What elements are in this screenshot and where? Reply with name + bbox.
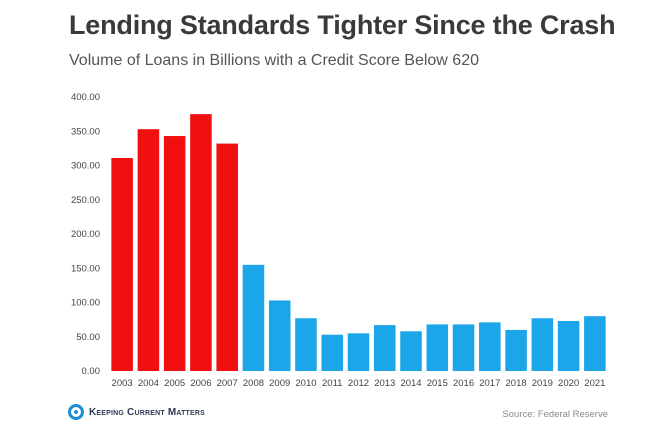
y-tick-label: 200.00	[71, 229, 100, 240]
x-tick-label: 2008	[243, 378, 264, 389]
bar-2021	[584, 316, 606, 371]
y-tick-label: 300.00	[71, 161, 100, 172]
x-tick-label: 2006	[190, 378, 211, 389]
y-tick-label: 400.00	[71, 92, 100, 103]
x-tick-label: 2007	[217, 378, 238, 389]
y-tick-label: 100.00	[71, 298, 100, 309]
brand-logo: Keeping Current Matters	[68, 404, 205, 420]
bar-2018	[505, 329, 527, 371]
x-tick-label: 2014	[400, 378, 421, 389]
bar-2008	[242, 264, 265, 371]
x-tick-label: 2017	[479, 378, 500, 389]
bar-2016	[452, 324, 475, 371]
x-tick-label: 2005	[164, 378, 185, 389]
y-tick-label: 50.00	[76, 332, 100, 343]
bar-2007	[216, 143, 238, 371]
x-tick-label: 2010	[295, 378, 316, 389]
chart-subtitle: Volume of Loans in Billions with a Credi…	[69, 52, 479, 69]
x-tick-label: 2011	[322, 378, 342, 389]
bar-2011	[321, 334, 344, 371]
bar-2014	[400, 331, 422, 371]
bar-2005	[163, 136, 186, 371]
x-tick-label: 2009	[269, 378, 290, 389]
x-tick-label: 2018	[506, 378, 527, 389]
x-tick-label: 2013	[374, 378, 395, 389]
y-tick-label: 150.00	[71, 263, 100, 274]
x-tick-label: 2015	[427, 378, 448, 389]
x-tick-label: 2020	[558, 378, 579, 389]
bar-2019	[531, 318, 554, 371]
kcm-logo-icon	[68, 404, 84, 420]
bar-2013	[374, 325, 396, 371]
brand-name: Keeping Current Matters	[89, 406, 206, 418]
x-tick-label: 2016	[453, 378, 474, 389]
x-tick-label: 2019	[532, 378, 553, 389]
x-tick-label: 2004	[138, 378, 159, 389]
chart-title: Lending Standards Tighter Since the Cras…	[69, 10, 616, 40]
bar-2012	[347, 333, 370, 371]
bar-2020	[557, 321, 580, 371]
bar-2004	[137, 129, 160, 371]
bar-2010	[295, 318, 317, 371]
source-note: Source: Federal Reserve	[502, 409, 608, 420]
y-tick-label: 350.00	[71, 126, 100, 137]
bar-2006	[190, 114, 212, 372]
bar-2009	[268, 300, 291, 371]
y-tick-label: 0.00	[82, 366, 101, 377]
x-tick-label: 2003	[112, 378, 133, 389]
bar-2003	[111, 157, 133, 371]
y-tick-label: 250.00	[71, 195, 100, 206]
x-tick-label: 2012	[348, 378, 369, 389]
bar-2017	[479, 322, 501, 371]
x-tick-label: 2021	[584, 378, 605, 389]
bar-2015	[426, 324, 449, 371]
